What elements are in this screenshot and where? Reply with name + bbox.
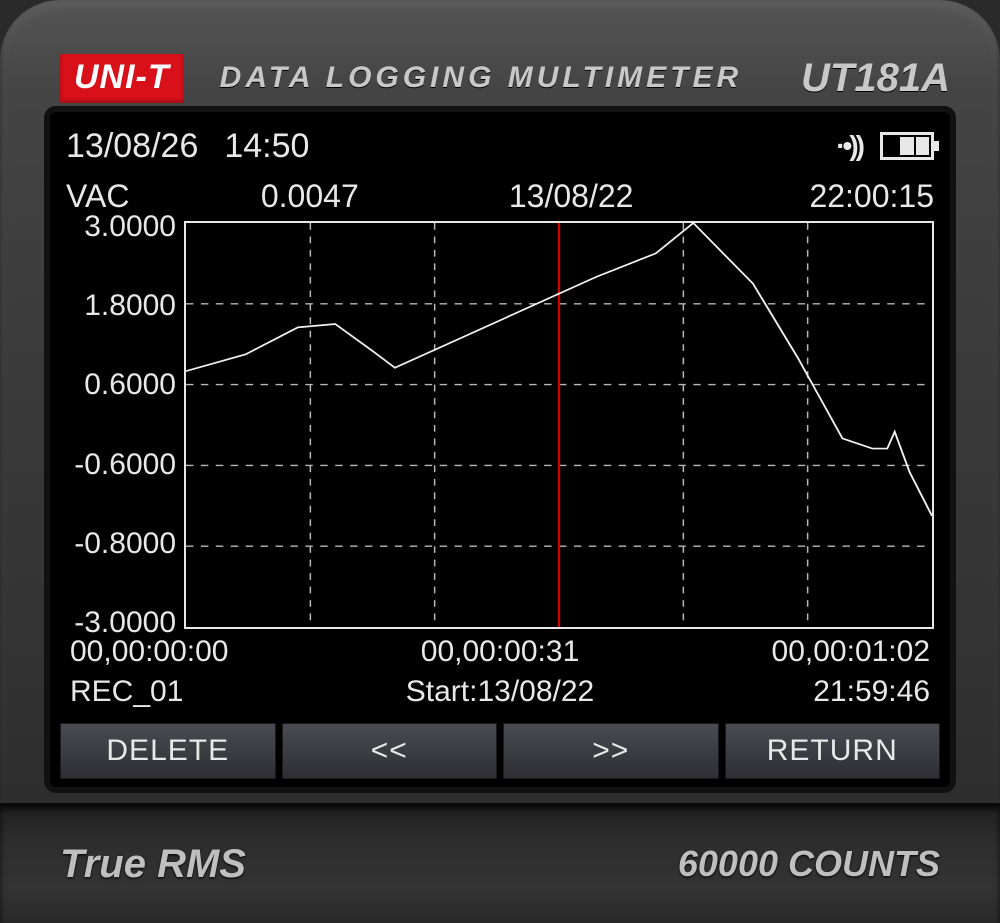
chart-area: 3.00001.80000.6000-0.6000-0.8000-3.0000 <box>60 221 940 629</box>
device-top-band: UNI-T DATA LOGGING MULTIMETER UT181A <box>40 48 960 108</box>
time-start: 00,00:00:00 <box>66 635 357 669</box>
recording-row: REC_01 Start:13/08/22 21:59:46 <box>60 669 940 709</box>
softkey-row: DELETE << >> RETURN <box>60 723 940 779</box>
reading-row: VAC 0.0047 13/08/22 22:00:15 <box>60 174 940 221</box>
device-model: UT181A <box>801 56 950 101</box>
time-end: 00,00:01:02 <box>643 635 934 669</box>
counts-label: 60000 COUNTS <box>678 843 940 885</box>
status-date: 13/08/26 <box>66 127 198 166</box>
device-bottom-band: True RMS 60000 COUNTS <box>0 803 1000 923</box>
chart-svg <box>186 223 932 627</box>
lcd-screen: 13/08/26 14:50 ·•)) VAC 0.0047 13/08/22 … <box>50 112 950 787</box>
device-frame: UNI-T DATA LOGGING MULTIMETER UT181A 13/… <box>0 0 1000 923</box>
device-title: DATA LOGGING MULTIMETER <box>220 61 743 95</box>
recording-name: REC_01 <box>66 675 357 709</box>
time-cursor: 00,00:00:31 <box>357 635 644 669</box>
next-button[interactable]: >> <box>503 723 719 779</box>
true-rms-label: True RMS <box>60 842 246 887</box>
y-axis: 3.00001.80000.6000-0.6000-0.8000-3.0000 <box>66 221 184 629</box>
beeper-icon: ·•)) <box>836 130 862 162</box>
prev-button[interactable]: << <box>282 723 498 779</box>
recording-start-label: Start:13/08/22 <box>357 675 644 709</box>
cursor-date: 13/08/22 <box>509 178 757 215</box>
return-button[interactable]: RETURN <box>725 723 941 779</box>
battery-icon <box>880 132 934 160</box>
status-time: 14:50 <box>224 127 309 166</box>
status-bar: 13/08/26 14:50 ·•)) <box>60 118 940 174</box>
chart-plot <box>184 221 934 629</box>
delete-button[interactable]: DELETE <box>60 723 276 779</box>
recording-start-time: 21:59:46 <box>643 675 934 709</box>
reading-value: 0.0047 <box>261 178 509 215</box>
cursor-time: 22:00:15 <box>757 178 934 215</box>
time-axis-row: 00,00:00:00 00,00:00:31 00,00:01:02 <box>60 629 940 669</box>
brand-logo: UNI-T <box>60 54 184 103</box>
